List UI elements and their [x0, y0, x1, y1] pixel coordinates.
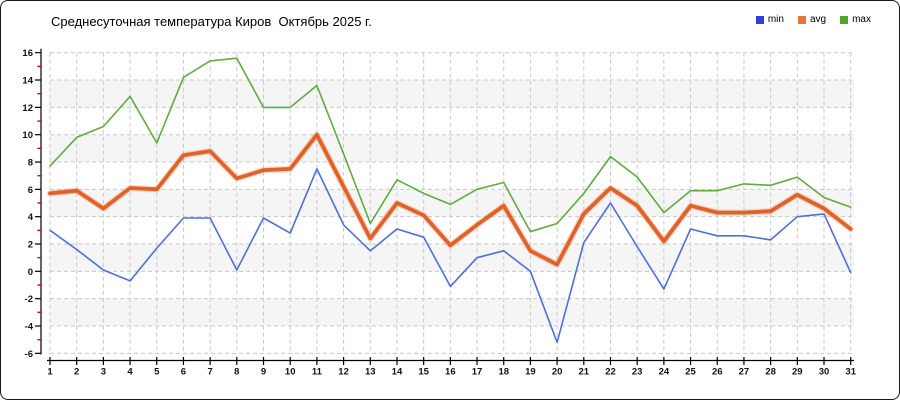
x-tick-label: 14 — [392, 367, 403, 378]
x-tick-label: 6 — [181, 367, 186, 378]
y-tick-label: 14 — [22, 76, 33, 87]
y-tick-label: 12 — [22, 103, 33, 114]
x-tick-label: 15 — [418, 367, 429, 378]
x-tick-label: 17 — [472, 367, 483, 378]
x-tick-label: 31 — [845, 367, 856, 378]
max-line — [49, 57, 852, 233]
x-tick-label: 12 — [338, 367, 349, 378]
legend-item-min: min — [755, 14, 784, 25]
x-tick-label: 26 — [712, 367, 723, 378]
x-tick-label: 11 — [312, 367, 323, 378]
min-color-swatch-icon — [755, 15, 764, 24]
x-tick-label: 7 — [207, 367, 212, 378]
y-tick-label: -4 — [25, 322, 34, 333]
x-tick-label: 3 — [101, 367, 106, 378]
y-tick-label: 16 — [22, 48, 33, 59]
y-tick-label: -2 — [25, 294, 33, 305]
y-tick-label: 10 — [22, 130, 33, 141]
y-tick-label: 6 — [28, 185, 33, 196]
x-tick-label: 2 — [74, 367, 79, 378]
legend-item-max: max — [840, 14, 871, 25]
y-axis: -6 -4 -2 0 2 4 6 8 10 12 14 16 — [22, 48, 42, 360]
x-tick-label: 28 — [765, 367, 776, 378]
chart-title: Среднесуточная температура Киров Октябрь… — [51, 14, 372, 29]
x-tick-label: 21 — [579, 367, 590, 378]
x-tick-label: 16 — [445, 367, 456, 378]
x-tick-label: 8 — [234, 367, 239, 378]
x-tick-label: 27 — [739, 367, 750, 378]
legend-label-min: min — [767, 14, 784, 25]
plot-bands — [50, 80, 854, 326]
x-tick-label: 9 — [261, 367, 266, 378]
legend-label-avg: avg — [809, 14, 827, 25]
y-tick-label: 4 — [28, 212, 34, 223]
legend-label-max: max — [852, 14, 871, 25]
chart-legend: min avg max — [755, 14, 871, 25]
min-line — [49, 168, 852, 344]
x-tick-label: 10 — [285, 367, 296, 378]
y-tick-label: -6 — [25, 349, 33, 360]
x-tick-label: 4 — [127, 367, 133, 378]
x-tick-label: 20 — [552, 367, 563, 378]
avg-color-swatch-icon — [797, 15, 806, 24]
x-tick-label: 25 — [685, 367, 696, 378]
x-tick-label: 29 — [792, 367, 803, 378]
x-tick-label: 24 — [659, 367, 670, 378]
y-tick-label: 2 — [28, 240, 33, 251]
x-tick-label: 23 — [632, 367, 643, 378]
avg-line — [46, 131, 854, 268]
grid-lines — [49, 52, 854, 354]
y-tick-label: 8 — [28, 158, 33, 169]
x-tick-label: 30 — [819, 367, 830, 378]
x-tick-label: 19 — [525, 367, 536, 378]
y-tick-label: 0 — [28, 267, 33, 278]
x-tick-label: 13 — [365, 367, 376, 378]
x-tick-label: 1 — [47, 367, 53, 378]
x-tick-label: 18 — [498, 367, 509, 378]
x-tick-label: 5 — [154, 367, 160, 378]
legend-item-avg: avg — [797, 14, 827, 25]
x-axis: 1 2 3 4 5 6 7 8 9 10 11 12 13 14 15 16 17 18 19 20 21 22 23 24 2… — [47, 357, 857, 378]
max-color-swatch-icon — [840, 15, 849, 24]
x-tick-label: 22 — [605, 367, 616, 378]
